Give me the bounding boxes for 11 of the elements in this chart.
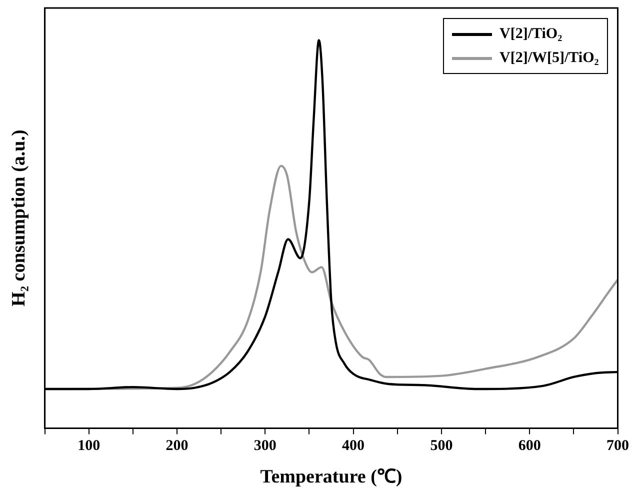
- x-tick-label: 100: [78, 438, 100, 454]
- legend-label: V[2]/W[5]/TiO₂: [500, 50, 599, 66]
- x-tick-label: 400: [342, 438, 365, 454]
- y-axis-title: H₂ consumption (a.u.): [8, 130, 30, 306]
- x-tick-label: 300: [254, 438, 276, 454]
- x-axis-title: Temperature (℃): [260, 466, 402, 488]
- x-tick-label: 500: [430, 438, 453, 454]
- x-tick-label: 200: [166, 438, 188, 454]
- x-tick-label: 600: [518, 438, 541, 454]
- legend-label: V[2]/TiO₂: [500, 26, 562, 42]
- x-tick-label: 700: [606, 438, 629, 454]
